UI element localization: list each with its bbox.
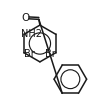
Text: Br: Br xyxy=(24,49,35,59)
Text: Br: Br xyxy=(45,49,55,59)
Text: NH2: NH2 xyxy=(21,29,42,39)
Text: O: O xyxy=(21,13,30,23)
